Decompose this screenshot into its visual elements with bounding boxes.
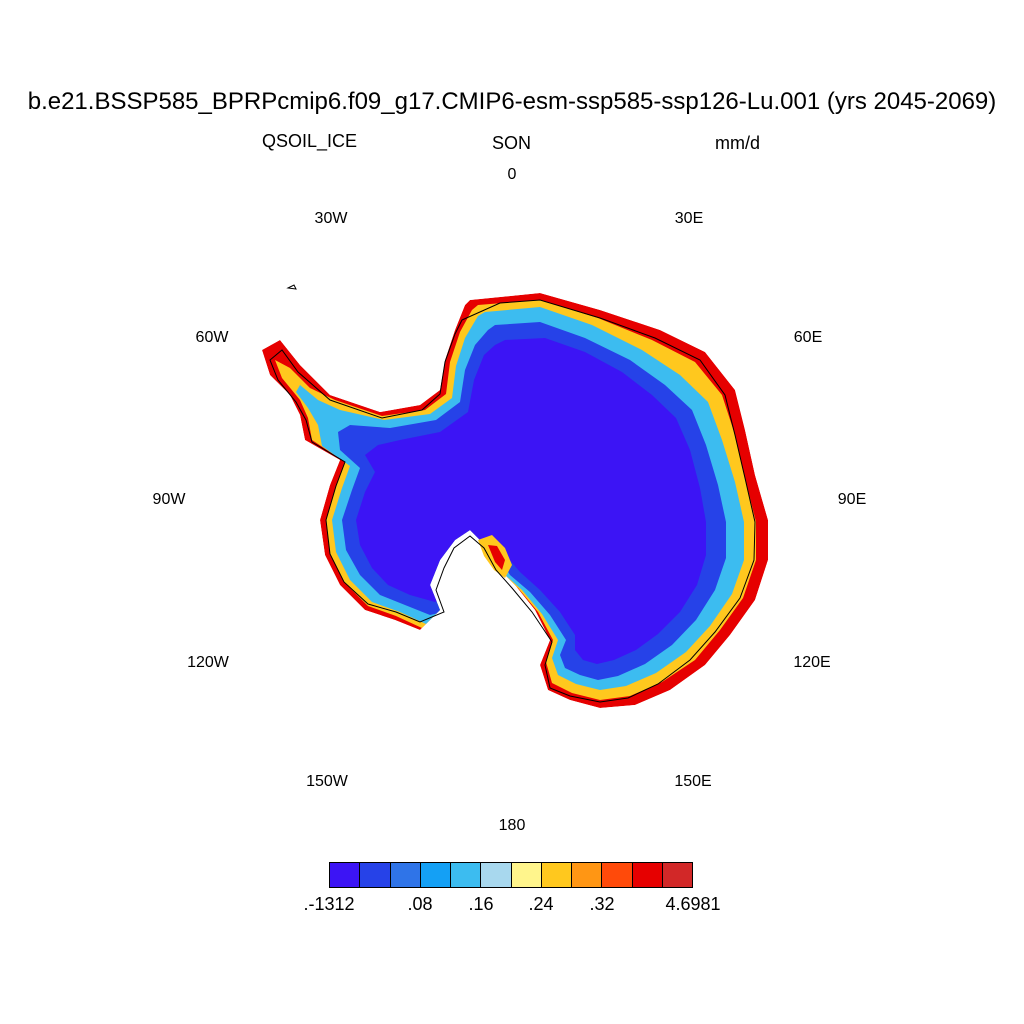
ross-shelf-patch xyxy=(478,535,512,578)
variable-label: QSOIL_ICE xyxy=(262,131,358,151)
lon-label-90w: 90W xyxy=(152,491,186,508)
colorbar-box-4 xyxy=(420,863,451,887)
colorbar-label-4: .24 xyxy=(528,894,554,914)
lon-label-30w: 30W xyxy=(314,210,348,227)
season-label: SON xyxy=(492,133,532,153)
colorbar-box-1 xyxy=(330,863,361,887)
colorbar-box-12 xyxy=(662,863,692,887)
colorbar-label-3: .16 xyxy=(468,894,494,914)
colorbar-box-9 xyxy=(572,863,603,887)
field-layers xyxy=(262,293,768,708)
colorbar-label-5: .32 xyxy=(589,894,615,914)
lon-label-60w: 60W xyxy=(195,329,229,346)
colorbar-box-8 xyxy=(541,863,572,887)
colorbar-box-10 xyxy=(602,863,633,887)
lon-label-90e: 90E xyxy=(837,491,867,508)
colorbar xyxy=(329,862,693,888)
coastline xyxy=(269,299,756,703)
lon-label-150e: 150E xyxy=(674,773,712,790)
units-label: mm/d xyxy=(715,133,760,153)
lon-label-120e: 120E xyxy=(793,654,831,671)
colorbar-box-7 xyxy=(511,863,542,887)
colorbar-label-1: .-1312 xyxy=(303,894,355,914)
colorbar-box-2 xyxy=(360,863,391,887)
lon-label-0: 0 xyxy=(507,166,517,183)
colorbar-label-6: 4.6981 xyxy=(665,894,721,914)
lon-label-30e: 30E xyxy=(674,210,704,227)
colorbar-box-3 xyxy=(390,863,421,887)
lon-label-150w: 150W xyxy=(306,773,348,790)
island-outline xyxy=(286,284,297,290)
colorbar-label-2: .08 xyxy=(407,894,433,914)
colorbar-box-5 xyxy=(451,863,482,887)
lon-label-60e: 60E xyxy=(793,329,823,346)
chart-title: b.e21.BSSP585_BPRPcmip6.f09_g17.CMIP6-es… xyxy=(27,88,997,115)
lon-label-180: 180 xyxy=(498,817,526,834)
lon-label-120w: 120W xyxy=(187,654,229,671)
colorbar-box-11 xyxy=(632,863,663,887)
colorbar-box-6 xyxy=(481,863,512,887)
